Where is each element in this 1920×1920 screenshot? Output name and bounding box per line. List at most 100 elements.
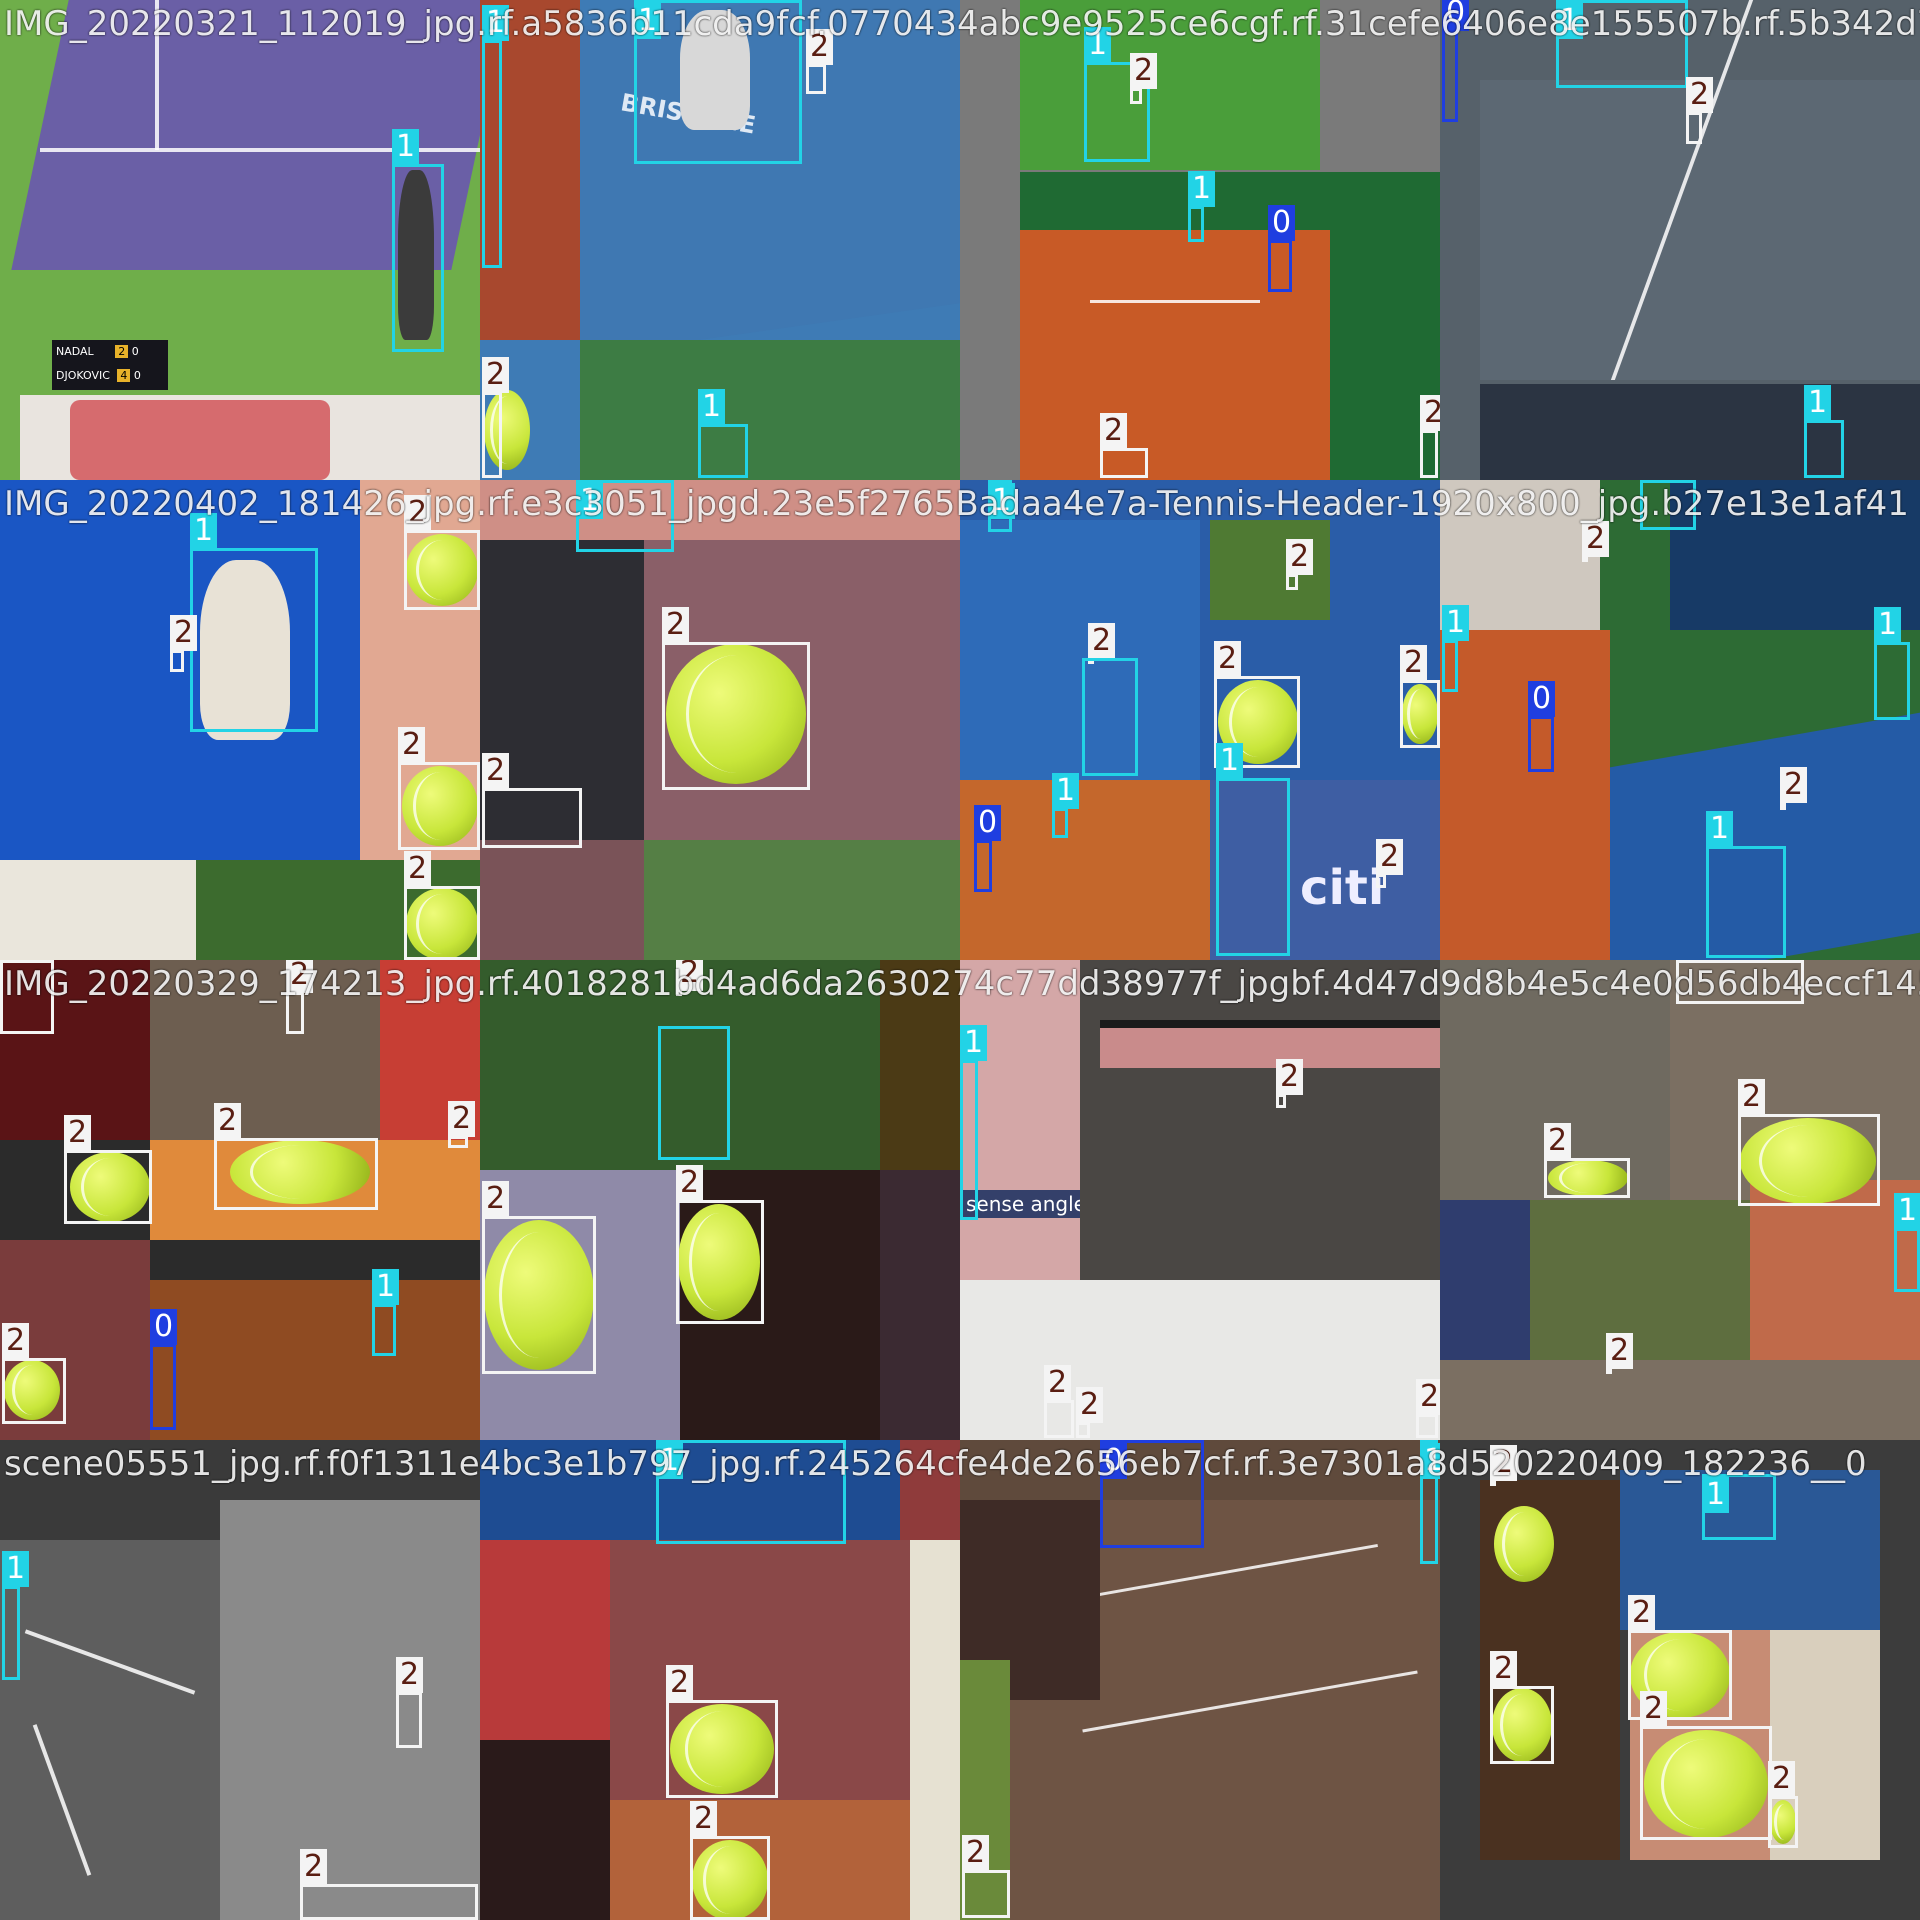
bbox-label: 2 [1420,395,1440,431]
bbox-label: 2 [1628,1595,1656,1631]
bbox-class0: 0 [150,1309,178,1430]
bbox-class2: 2 [662,607,810,790]
bbox-class2: 2 [396,1657,424,1748]
bbox-class1: 1 [392,129,444,352]
bbox-label: 2 [404,495,432,531]
bbox-class2: 2 [676,960,704,996]
bbox-class2: 2 [482,1181,596,1374]
tennis-ball [670,1704,774,1794]
grass-patch [960,1660,1010,1920]
bbox-label: 2 [806,29,834,65]
tile-r1c3: 1 2 1 0 2 2 [960,0,1440,480]
bbox-class2: 2 [1420,395,1440,478]
bbox-class2: 2 [404,851,480,960]
bbox-label: 2 [1686,77,1714,113]
bbox-label: 2 [448,1101,476,1137]
bbox-label: 1 [1702,1477,1730,1513]
bbox-label: 2 [1376,839,1404,875]
clay-court [1440,630,1610,960]
bbox-label: 1 [656,1443,684,1479]
bbox-label: 2 [676,960,704,991]
bbox-label: 1 [2,1551,30,1587]
bbox-class0: 0 [1268,205,1296,292]
bbox-label: 2 [482,1181,510,1217]
bbox-class2: 2 [1628,1595,1732,1720]
tile-r2c1: 1 2 2 2 2 [0,480,480,960]
bbox-class2: 2 [1400,645,1440,748]
tile-r2c3: citi 1 2 2 2 2 1 0 1 2 [960,480,1440,960]
bbox-label: 2 [666,1665,694,1701]
bbox-label: 1 [960,1025,988,1061]
tile-r1c4: 0 1 2 1 [1440,0,1920,480]
bbox-class2: 2 [214,1103,378,1210]
bbox-class2: 2 [1100,413,1148,478]
bbox-label: 1 [482,5,510,41]
bbox-label: 1 [698,389,726,425]
ocean-photo [1670,480,1920,630]
bbox-label: 2 [662,607,690,643]
bbox-class2: 2 [286,960,314,1034]
court-surface [960,520,1200,820]
bbox-label: 2 [300,1849,328,1885]
bbox-label: 2 [1214,641,1242,677]
red-fabric [0,960,150,1140]
bbox-label: 1 [190,513,218,549]
tile-r2c4: 2 1 0 1 2 1 [1440,480,1920,960]
tile-floor [480,480,960,540]
bbox-label: 2 [1276,1059,1304,1095]
bbox-label: 2 [2,1323,30,1359]
bbox-class2: 2 [1686,77,1714,144]
clay-court [1020,230,1330,480]
bbox-class2: 2 [1416,1379,1440,1438]
bbox-label: 1 [1874,607,1902,643]
scoreboard-player2: DJOKOVIC [56,369,110,382]
bbox-class1: 1 [1420,1440,1440,1564]
tennis-ball [678,1204,760,1320]
dark-photo [480,1740,610,1920]
bbox-label: 2 [214,1103,242,1139]
bbox-label: 1 [1052,773,1080,809]
grayscale-court [0,1540,220,1920]
bbox-class1: 1 [1188,171,1216,242]
bbox-label: 2 [404,851,432,887]
bbox-class1: 1 [1084,27,1150,162]
tennis-ball [230,1140,370,1204]
player-figure [680,10,750,130]
bbox-label: 2 [398,727,426,763]
tile-r4c4: 2 1 2 2 2 2 [1440,1440,1920,1920]
bbox-label: 1 [1442,605,1470,641]
bbox-label: 1 [634,3,662,39]
bbox-label: 1 [1420,1443,1440,1479]
scoreboard: NADAL 2 0 DJOKOVIC 4 0 [52,340,168,390]
bbox-label: 1 [372,1269,400,1305]
bbox-label: 2 [1088,623,1116,659]
court-line [1090,300,1260,303]
bbox-class2: 2 [300,1849,478,1920]
tile-r3c2: 2 2 2 [480,960,960,1440]
court-surface [1620,1470,1880,1630]
wall-photo [960,960,1080,1280]
bbox-class2: 2 [1780,767,1808,810]
bbox-class2: 2 [404,495,480,610]
bokeh-photo [880,960,960,1170]
tennis-ball [666,644,806,784]
tile-r2c2: 1 2 2 [480,480,960,960]
bbox-class2: 2 [666,1665,778,1798]
bbox-class2: 2 [1130,53,1158,104]
bbox-class1: 1 [698,389,748,478]
bbox-class2: 2 [1376,839,1404,888]
player-figure [200,560,290,740]
bbox-label: 0 [1268,205,1296,241]
row-1-filenames: IMG_20220321_112019_jpg.rf.a5836b11cda9f… [4,4,1920,44]
grass-court [1020,0,1320,170]
bbox-class1: 1 [372,1269,400,1356]
bbox-label: 2 [1490,1445,1518,1481]
bbox-label: 2 [676,1165,704,1201]
bbox-class2: 2 [2,1323,66,1424]
tile-r3c3: sense angle 1 2 2 2 2 [960,960,1440,1440]
tennis-ball [406,534,478,606]
trees-photo [644,840,960,960]
bbox-label: 1 [1216,743,1244,779]
bbox-class1 [1640,480,1696,530]
